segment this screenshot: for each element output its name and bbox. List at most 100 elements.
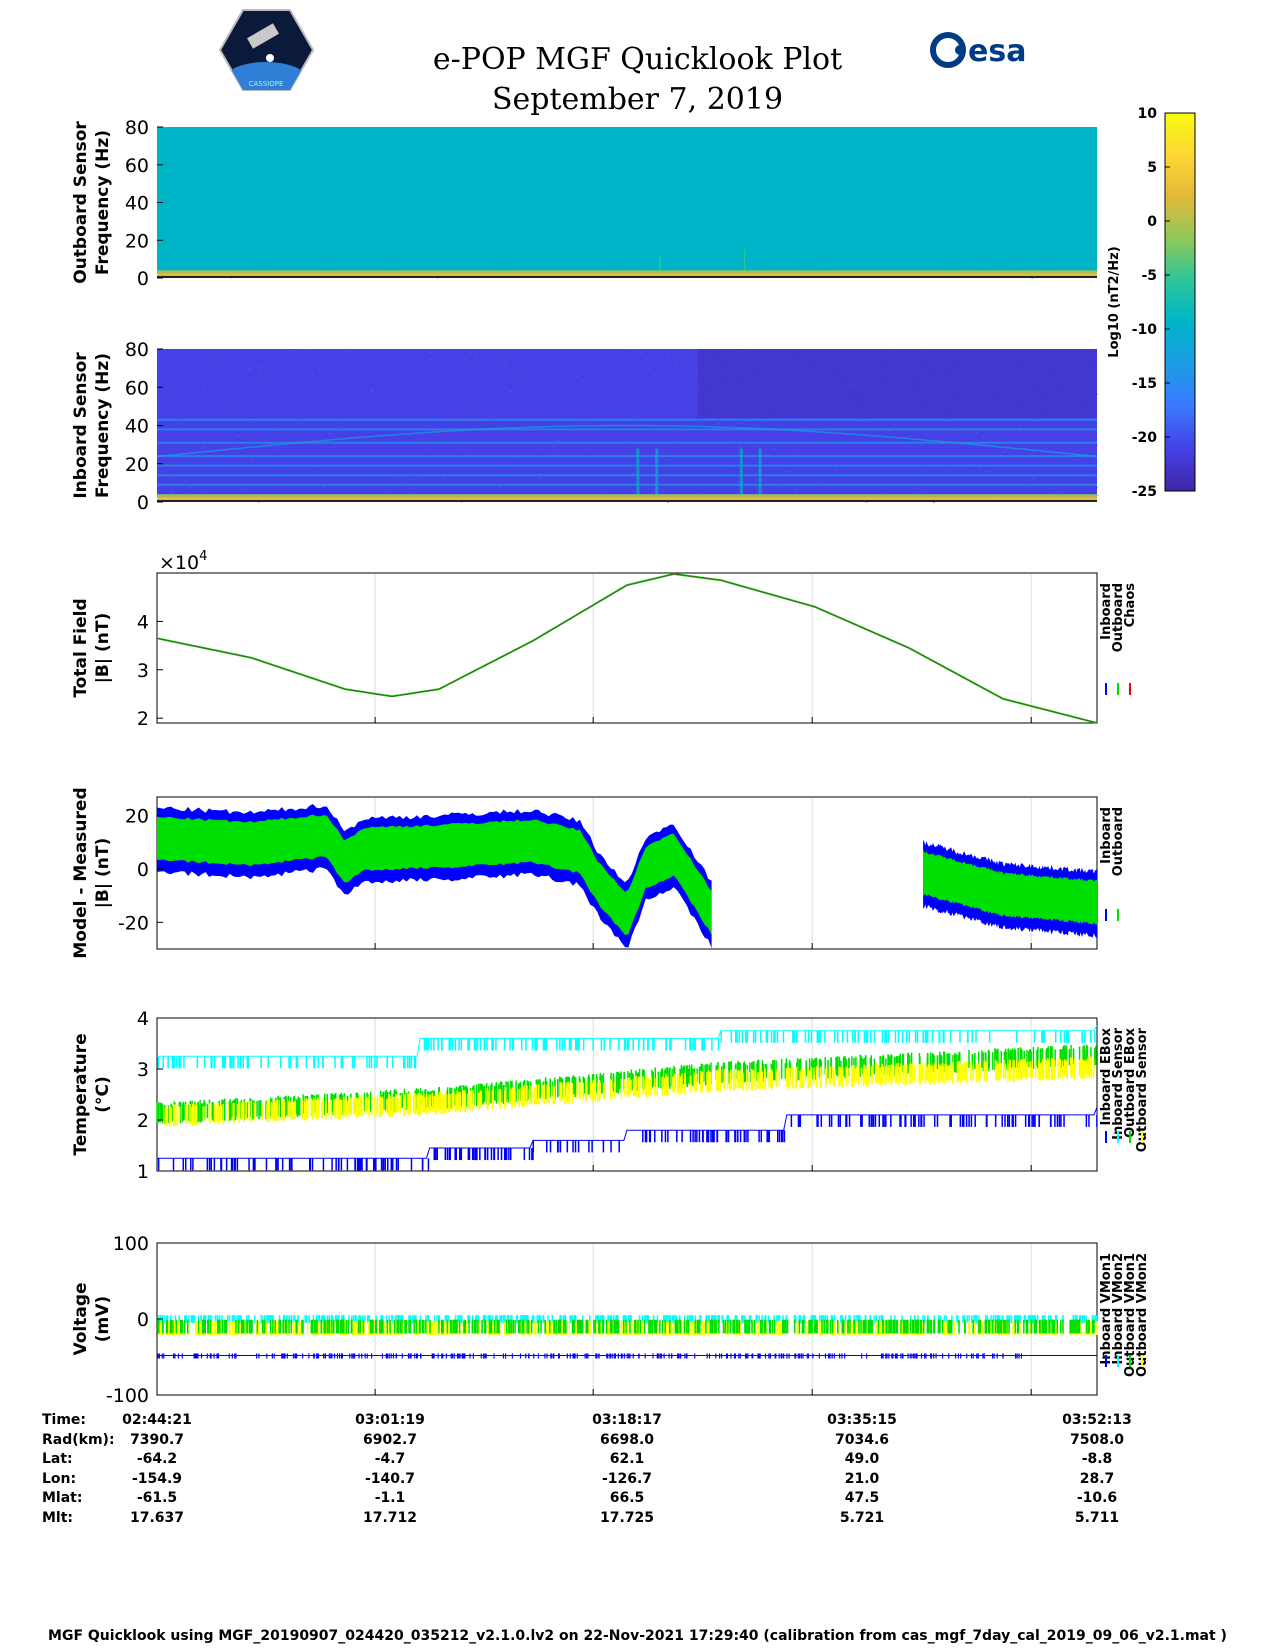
spectrogram-0-noise xyxy=(198,141,201,143)
spectrogram-1-noise xyxy=(856,488,859,490)
panel-4-ytick-label: 4 xyxy=(137,1008,149,1030)
spectrogram-1-noise xyxy=(435,430,438,432)
spectrogram-0-noise xyxy=(573,213,576,215)
spectrogram-1-noise xyxy=(783,416,786,418)
spectrogram-1-noise xyxy=(791,380,794,382)
panel-3-ylabel: |B| (nT) xyxy=(93,838,113,909)
spectrogram-1-noise xyxy=(549,412,552,414)
spectrogram-1-noise xyxy=(280,482,283,484)
spectrogram-0-noise xyxy=(259,132,262,134)
spectrogram-1-noise xyxy=(922,375,925,377)
spectrogram-0-noise xyxy=(687,127,690,129)
spectrogram-0-noise xyxy=(340,130,343,132)
spectrogram-1-noise xyxy=(284,381,287,383)
spectrogram-0-noise xyxy=(469,150,472,152)
spectrogram-1-noise xyxy=(227,404,230,406)
spectrogram-0-noise xyxy=(239,170,242,172)
spectrogram-1-noise xyxy=(696,453,699,455)
spectrogram-0-noise xyxy=(296,188,299,190)
colorbar-label: Log10 (nT2/Hz) xyxy=(1107,246,1122,357)
spectrogram-0-noise xyxy=(786,150,789,152)
spectrogram-0-noise xyxy=(507,148,510,150)
spectrogram-1-noise xyxy=(866,425,869,427)
spectrogram-0-noise xyxy=(739,137,742,139)
spectrogram-1-noise xyxy=(361,391,364,393)
panel-2-frame xyxy=(156,572,1098,724)
spectrogram-0-noise xyxy=(162,133,165,135)
spectrogram-1-noise xyxy=(161,462,164,464)
spectrogram-0-noise xyxy=(812,173,815,175)
spectrogram-0-noise xyxy=(219,130,222,132)
spectrogram-0-noise xyxy=(826,175,829,177)
spectrogram-1-noise xyxy=(275,353,278,355)
spectrogram-0-noise xyxy=(774,251,777,253)
spectrogram-1-noise xyxy=(950,369,953,371)
spectrogram-1-noise xyxy=(725,363,728,365)
spectrogram-1-noise xyxy=(249,369,252,371)
spectrogram-0-noise xyxy=(1063,142,1066,144)
spectrogram-0-noise xyxy=(840,247,843,249)
spectrogram-1-noise xyxy=(738,379,741,381)
spectrogram-0-noise xyxy=(405,214,408,216)
spectrogram-0-noise xyxy=(598,244,601,246)
spectrogram-1-noise xyxy=(553,446,556,448)
spectrogram-0-noise xyxy=(455,196,458,198)
spectrogram-1-noise xyxy=(754,445,757,447)
spectrogram-0-noise xyxy=(235,201,238,203)
spectrogram-0-noise xyxy=(540,153,543,155)
spectrogram-0-noise xyxy=(824,228,827,230)
spectrogram-0-noise xyxy=(947,168,950,170)
spectrogram-0-noise xyxy=(979,224,982,226)
spectrogram-0-noise xyxy=(630,209,633,211)
spectrogram-0-noise xyxy=(535,201,538,203)
spectrogram-0-noise xyxy=(489,179,492,181)
spectrogram-1-noise xyxy=(451,353,454,355)
spectrogram-1-noise xyxy=(257,443,260,445)
spectrogram-1-noise xyxy=(892,350,895,352)
spectrogram-0-noise xyxy=(783,236,786,238)
spectrogram-1-noise xyxy=(967,471,970,473)
spectrogram-0-noise xyxy=(1046,199,1049,201)
spectrogram-1-noise xyxy=(443,397,446,399)
spectrogram-1-noise xyxy=(804,417,807,419)
spectrogram-1-noise xyxy=(861,406,864,408)
spectrogram-0-noise xyxy=(1060,231,1063,233)
spectrogram-0-noise xyxy=(912,198,915,200)
spectrogram-0-noise xyxy=(568,200,571,202)
spectrogram-0-noise xyxy=(749,212,752,214)
spectrogram-0-noise xyxy=(1053,137,1056,139)
spectrogram-1-noise xyxy=(311,375,314,377)
spectrogram-0-noise xyxy=(831,165,834,167)
spectrogram-1-burst xyxy=(655,448,659,502)
spectrogram-0-noise xyxy=(455,198,458,200)
spectrogram-0-noise xyxy=(778,142,781,144)
spectrogram-0-noise xyxy=(698,186,701,188)
spectrogram-0-noise xyxy=(176,264,179,266)
spectrogram-1-noise xyxy=(691,441,694,443)
spectrogram-0-noise xyxy=(947,180,950,182)
spectrogram-0-noise xyxy=(655,269,658,271)
spectrogram-1-noise xyxy=(425,415,428,417)
spectrogram-0-noise xyxy=(796,234,799,236)
spectrogram-1-noise xyxy=(794,452,797,454)
spectrogram-1-noise xyxy=(704,452,707,454)
spectrogram-0-noise xyxy=(714,212,717,214)
spectrogram-1-noise xyxy=(891,355,894,357)
spectrogram-0-noise xyxy=(419,159,422,161)
spectrogram-1-noise xyxy=(678,461,681,463)
spectrogram-0-noise xyxy=(577,174,580,176)
spectrogram-1-noise xyxy=(901,481,904,483)
spectrogram-0-noise xyxy=(374,203,377,205)
spectrogram-0-noise xyxy=(876,171,879,173)
spectrogram-1-noise xyxy=(341,449,344,451)
spectrogram-1-noise xyxy=(676,440,679,442)
spectrogram-0-noise xyxy=(344,218,347,220)
spectrogram-1-noise xyxy=(653,374,656,376)
spectrogram-1-noise xyxy=(464,452,467,454)
spectrogram-1-noise xyxy=(754,493,757,495)
esa-logo: esa xyxy=(930,32,1026,69)
spectrogram-1-noise xyxy=(543,350,546,352)
spectrogram-1-noise xyxy=(717,457,720,459)
spectrogram-1-noise xyxy=(229,374,232,376)
spectrogram-1-noise xyxy=(903,384,906,386)
